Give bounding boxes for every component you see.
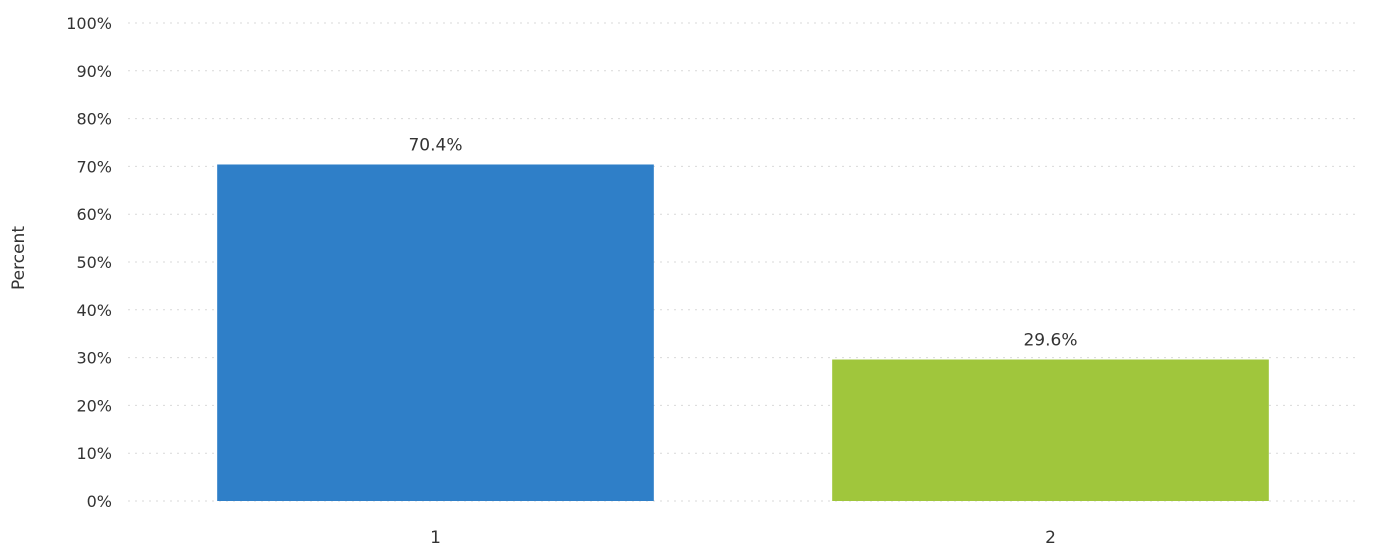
- y-tick-label: 90%: [76, 62, 112, 81]
- bars: [217, 164, 1269, 501]
- bar-1: [217, 164, 654, 501]
- x-category-label: 1: [430, 528, 441, 548]
- data-label-2: 29.6%: [1023, 331, 1077, 351]
- y-tick-label: 100%: [66, 14, 112, 33]
- y-tick-label: 10%: [76, 444, 112, 463]
- data-label-1: 70.4%: [408, 135, 462, 155]
- data-labels: 70.4% 29.6%: [408, 135, 1077, 350]
- y-tick-label: 70%: [76, 157, 112, 176]
- y-tick-label: 50%: [76, 253, 112, 272]
- y-tick-label: 30%: [76, 349, 112, 368]
- x-category-label: 2: [1045, 528, 1056, 548]
- y-tick-label: 20%: [76, 396, 112, 415]
- y-tick-label: 80%: [76, 110, 112, 129]
- y-tick-label: 0%: [87, 492, 112, 511]
- y-tick-label: 60%: [76, 205, 112, 224]
- y-axis-title: Percent: [9, 226, 29, 290]
- y-axis-ticks: 0% 10% 20% 30% 40% 50% 60% 70% 80% 90% 100%: [66, 14, 112, 511]
- y-tick-label: 40%: [76, 301, 112, 320]
- bar-2: [832, 359, 1269, 501]
